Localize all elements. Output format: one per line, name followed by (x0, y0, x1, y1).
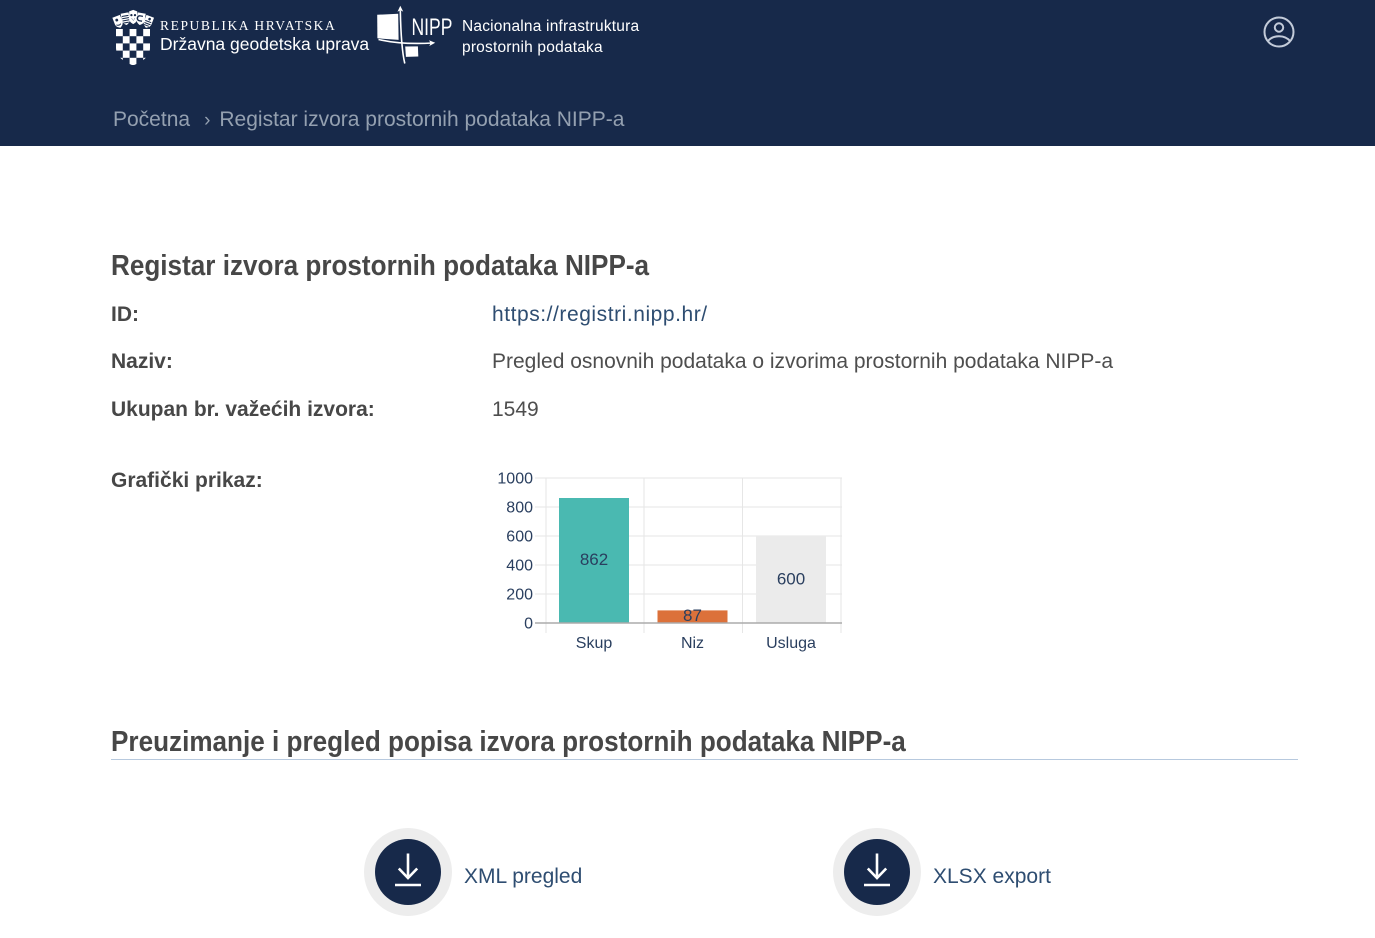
svg-text:1000: 1000 (497, 471, 533, 488)
svg-text:862: 862 (580, 550, 608, 569)
svg-text:600: 600 (506, 529, 533, 546)
svg-text:Skup: Skup (576, 635, 613, 652)
svg-text:400: 400 (506, 558, 533, 575)
svg-text:600: 600 (777, 570, 805, 589)
svg-text:NIPP: NIPP (412, 14, 453, 40)
svg-text:87: 87 (683, 606, 702, 625)
svg-text:200: 200 (506, 587, 533, 604)
svg-text:0: 0 (524, 616, 533, 633)
svg-text:Niz: Niz (681, 635, 704, 652)
svg-text:800: 800 (506, 500, 533, 517)
svg-text:Usluga: Usluga (766, 635, 816, 652)
